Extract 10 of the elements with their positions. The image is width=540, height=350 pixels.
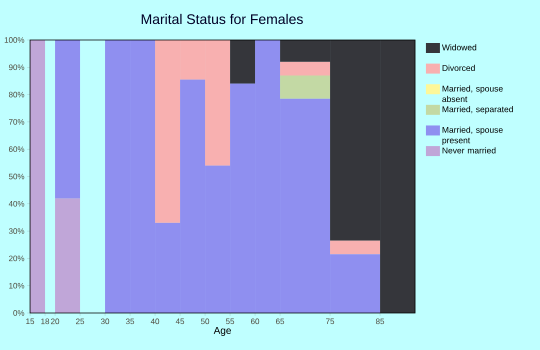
bar [280, 75, 330, 99]
legend-label: Divorced [442, 64, 475, 72]
bar [55, 40, 80, 198]
legend-label: Married, spouse absent [442, 85, 503, 102]
x-axis-title: Age [214, 327, 231, 336]
legend-label: Never married [442, 147, 496, 154]
chart-title: Marital Status for Females [142, 14, 303, 24]
legend-label: Widowed [442, 44, 476, 50]
legend-label: Married, spouse present [442, 126, 503, 145]
legend-label: Married, separated [442, 106, 513, 114]
